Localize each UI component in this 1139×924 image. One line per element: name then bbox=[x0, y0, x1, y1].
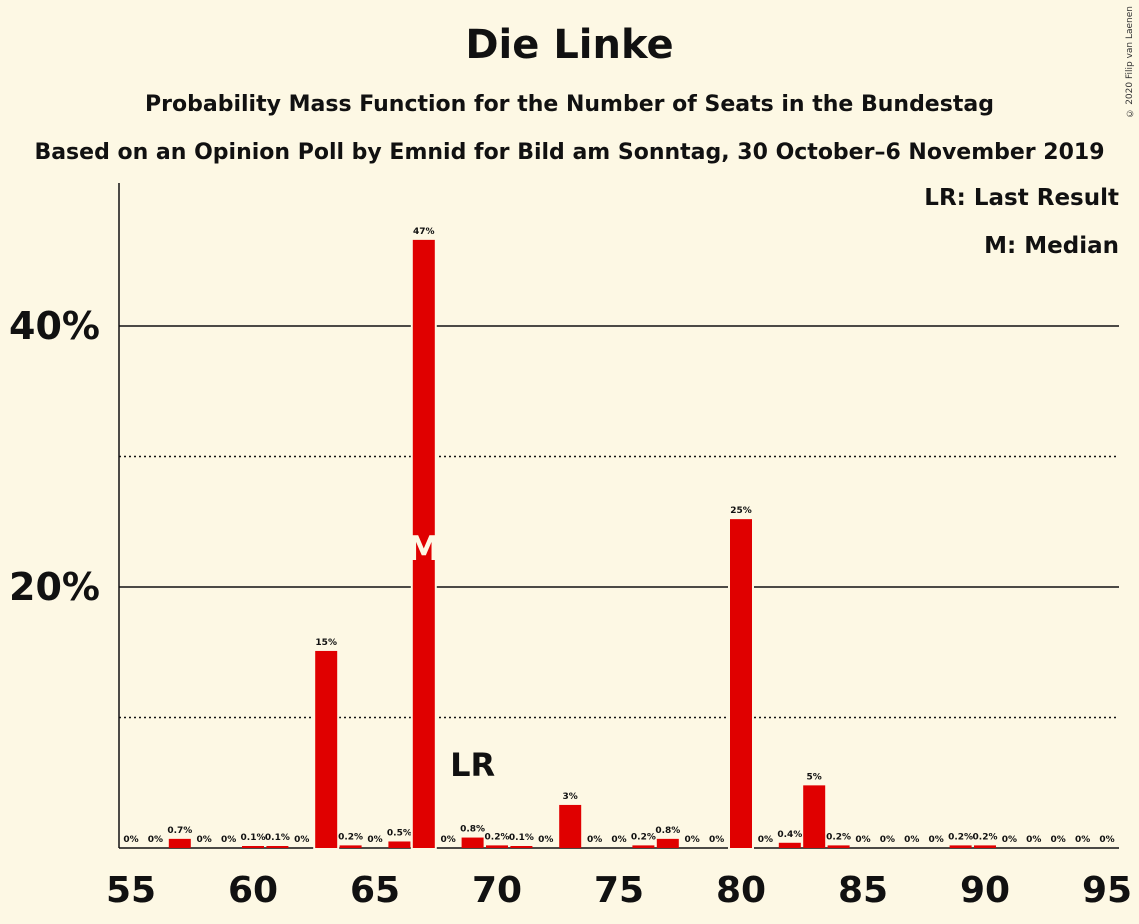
x-tick-label: 85 bbox=[838, 870, 888, 911]
x-tick-label: 65 bbox=[350, 870, 400, 911]
data-label: 5% bbox=[807, 772, 822, 782]
data-label: 0.2% bbox=[631, 832, 656, 842]
bar bbox=[486, 845, 508, 848]
bar bbox=[266, 846, 289, 848]
bar bbox=[410, 237, 437, 850]
data-label: 0% bbox=[197, 835, 212, 845]
data-label: 0% bbox=[880, 835, 895, 845]
data-label: 0.5% bbox=[387, 828, 412, 838]
data-label: 0.1% bbox=[509, 833, 534, 843]
data-label: 0% bbox=[148, 835, 163, 845]
bar bbox=[827, 845, 850, 848]
x-tick-label: 75 bbox=[594, 870, 644, 911]
data-label: 0.7% bbox=[167, 826, 192, 836]
bar bbox=[313, 648, 340, 850]
data-label: 0% bbox=[123, 835, 138, 845]
x-tick-label: 60 bbox=[228, 870, 278, 911]
data-label: 0% bbox=[1051, 835, 1066, 845]
data-label: 47% bbox=[413, 227, 435, 237]
data-label: 0% bbox=[538, 835, 553, 845]
data-label: 0.8% bbox=[460, 825, 485, 835]
last-result-marker: LR bbox=[450, 746, 495, 784]
data-label: 0% bbox=[221, 835, 236, 845]
data-label: 0.2% bbox=[485, 832, 510, 842]
data-label: 0% bbox=[855, 835, 870, 845]
data-label: 0.4% bbox=[777, 830, 802, 840]
bar bbox=[559, 804, 582, 848]
bar bbox=[728, 517, 754, 850]
data-label: 0% bbox=[1075, 835, 1090, 845]
x-tick-label: 55 bbox=[106, 870, 156, 911]
bar bbox=[168, 838, 191, 848]
data-label: 25% bbox=[730, 506, 752, 516]
data-label: 0% bbox=[441, 835, 456, 845]
data-label: 0% bbox=[611, 835, 626, 845]
x-tick-label: 95 bbox=[1082, 870, 1132, 911]
data-label: 0% bbox=[1026, 835, 1041, 845]
data-label: 0.2% bbox=[338, 832, 363, 842]
chart-source-line: Based on an Opinion Poll by Emnid for Bi… bbox=[34, 140, 1105, 165]
data-label: 0.2% bbox=[973, 832, 998, 842]
bar bbox=[974, 845, 996, 848]
x-tick-label: 70 bbox=[472, 870, 522, 911]
y-tick-label: 20% bbox=[9, 565, 100, 609]
data-label: 0.1% bbox=[241, 833, 266, 843]
bar bbox=[339, 845, 362, 848]
data-label: 0% bbox=[367, 835, 382, 845]
data-label: 0% bbox=[587, 835, 602, 845]
bar bbox=[803, 785, 826, 848]
bar bbox=[949, 845, 972, 848]
chart-title: Die Linke bbox=[465, 22, 674, 68]
median-marker: M bbox=[407, 529, 441, 569]
data-label: 0% bbox=[1002, 835, 1017, 845]
data-label: 0% bbox=[929, 835, 944, 845]
data-label: 0.2% bbox=[826, 832, 851, 842]
chart-subtitle: Probability Mass Function for the Number… bbox=[145, 92, 994, 117]
bar bbox=[778, 842, 801, 848]
bar bbox=[510, 846, 533, 848]
data-label: 0.1% bbox=[265, 833, 290, 843]
bar bbox=[656, 838, 679, 848]
data-label: 0.2% bbox=[948, 832, 973, 842]
y-tick-label: 40% bbox=[9, 304, 100, 348]
data-label: 0% bbox=[709, 835, 724, 845]
legend-median: M: Median bbox=[984, 233, 1119, 259]
data-label: 0% bbox=[1099, 835, 1114, 845]
x-tick-label: 80 bbox=[716, 870, 766, 911]
data-label: 3% bbox=[563, 792, 578, 802]
data-label: 0.8% bbox=[655, 826, 680, 836]
bar bbox=[388, 841, 411, 848]
data-label: 0% bbox=[685, 835, 700, 845]
bar bbox=[461, 837, 484, 848]
data-label: 0% bbox=[758, 835, 773, 845]
data-label: 0% bbox=[294, 835, 309, 845]
legend-last-result: LR: Last Result bbox=[924, 185, 1119, 211]
bar bbox=[632, 845, 655, 848]
data-label: 15% bbox=[315, 638, 337, 648]
data-label: 0% bbox=[904, 835, 919, 845]
bar bbox=[242, 846, 264, 848]
x-tick-label: 90 bbox=[960, 870, 1010, 911]
